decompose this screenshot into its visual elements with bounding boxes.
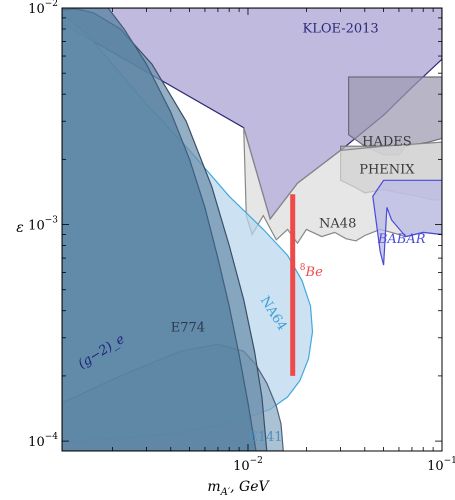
region-babar bbox=[372, 179, 442, 266]
y-tick-label: 10−3 bbox=[28, 216, 58, 234]
y-tick-label: 10−2 bbox=[28, 0, 58, 17]
label-phenix: PHENIX bbox=[359, 163, 415, 178]
label-babar: BABAR bbox=[377, 232, 426, 247]
x-tick-label: 10−2 bbox=[233, 456, 263, 474]
label-hades: HADES bbox=[362, 134, 412, 149]
label-e774: E774 bbox=[171, 321, 205, 336]
y-tick-label: 10−4 bbox=[28, 432, 58, 450]
label-e141: E141 bbox=[248, 430, 282, 445]
signal-label-text: Be bbox=[305, 265, 324, 280]
signal-label-8be: 8Be bbox=[300, 263, 323, 280]
y-axis-title: ε bbox=[16, 220, 24, 236]
region-g-2-e bbox=[62, 8, 257, 451]
regions-layer bbox=[62, 8, 442, 451]
signal-label-superscript: 8 bbox=[300, 263, 306, 273]
ticks-layer: 10−2 10−1 10−4 10−3 10−2 bbox=[28, 0, 455, 474]
label-kloe-2013: KLOE-2013 bbox=[302, 22, 378, 37]
plot-frame bbox=[61, 7, 443, 452]
x-axis-title: mA′, GeV bbox=[207, 479, 270, 498]
label-na48: NA48 bbox=[319, 216, 356, 231]
x-tick-label: 10−1 bbox=[427, 456, 455, 474]
